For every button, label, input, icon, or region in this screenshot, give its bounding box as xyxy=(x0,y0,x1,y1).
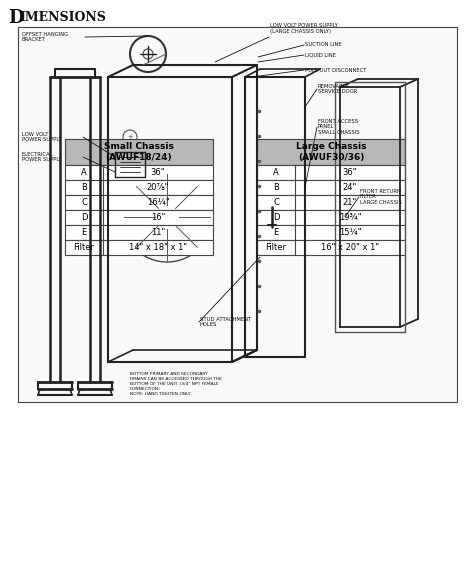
Bar xyxy=(65,180,213,195)
Text: 11": 11" xyxy=(151,228,165,237)
Text: LIQUID LINE: LIQUID LINE xyxy=(305,53,336,57)
Text: Large Chassis
(AWUF30/36): Large Chassis (AWUF30/36) xyxy=(296,142,366,162)
Text: 15¼": 15¼" xyxy=(339,228,361,237)
Text: D: D xyxy=(81,213,87,222)
Text: +: + xyxy=(127,134,133,140)
Text: ELECTRICAL
POWER SUPPLY: ELECTRICAL POWER SUPPLY xyxy=(22,151,62,162)
Text: REMOVABLE
SERVICE DOOR: REMOVABLE SERVICE DOOR xyxy=(318,83,357,94)
Bar xyxy=(257,139,405,165)
Text: LOW VOLT
POWER SUPPLY: LOW VOLT POWER SUPPLY xyxy=(22,132,62,142)
Text: Small Chassis
(AWUF18/24): Small Chassis (AWUF18/24) xyxy=(104,142,174,162)
Text: BOTTOM PRIMARY AND SECONDARY
DRAINS CAN BE ACCESSED THROUGH THE
BOTTOM OF THE UN: BOTTOM PRIMARY AND SECONDARY DRAINS CAN … xyxy=(130,372,222,396)
Text: 16" x 20" x 1": 16" x 20" x 1" xyxy=(321,243,379,252)
Bar xyxy=(257,225,405,240)
Text: 19¾": 19¾" xyxy=(339,213,361,222)
Text: 20⅞": 20⅞" xyxy=(147,183,169,192)
Text: 16¼": 16¼" xyxy=(147,198,169,207)
Text: SUCTION LINE: SUCTION LINE xyxy=(305,43,342,48)
Bar xyxy=(65,165,213,180)
Text: STUD ATTACHMENT
HOLES: STUD ATTACHMENT HOLES xyxy=(200,316,251,327)
Text: Filter: Filter xyxy=(74,243,95,252)
Bar xyxy=(257,210,405,225)
Text: D: D xyxy=(273,213,279,222)
Text: D: D xyxy=(8,9,24,27)
Text: E: E xyxy=(81,228,86,237)
Text: C: C xyxy=(273,198,279,207)
Text: 36": 36" xyxy=(343,168,357,177)
Bar xyxy=(257,165,405,180)
Text: A: A xyxy=(273,168,279,177)
Bar xyxy=(65,210,213,225)
Text: Filter: Filter xyxy=(266,243,286,252)
Bar xyxy=(65,240,213,255)
Text: E: E xyxy=(274,228,279,237)
Text: B: B xyxy=(81,183,87,192)
Bar xyxy=(257,180,405,195)
Bar xyxy=(65,139,213,165)
Text: 16": 16" xyxy=(151,213,165,222)
Bar xyxy=(257,195,405,210)
Text: C: C xyxy=(81,198,87,207)
Bar xyxy=(65,225,213,240)
Text: PULL OUT DISCONNECT: PULL OUT DISCONNECT xyxy=(305,67,367,73)
Text: 24": 24" xyxy=(343,183,357,192)
Bar xyxy=(257,240,405,255)
Text: 36": 36" xyxy=(151,168,165,177)
Text: OFFSET HANGING
BRACKET: OFFSET HANGING BRACKET xyxy=(22,32,68,43)
Text: 14" x 18" x 1": 14" x 18" x 1" xyxy=(129,243,187,252)
Text: LOW VOLT POWER SUPPLY
(LARGE CHASSIS ONLY): LOW VOLT POWER SUPPLY (LARGE CHASSIS ONL… xyxy=(270,23,338,34)
Bar xyxy=(18,27,457,402)
Text: FRONT ACCESS
PANEL
SMALL CHASSIS: FRONT ACCESS PANEL SMALL CHASSIS xyxy=(318,119,360,136)
Bar xyxy=(65,195,213,210)
Text: A: A xyxy=(81,168,87,177)
Text: B: B xyxy=(273,183,279,192)
Text: 21": 21" xyxy=(343,198,357,207)
Text: FRONT RETURN
FILTER
LARGE CHASSIS: FRONT RETURN FILTER LARGE CHASSIS xyxy=(360,189,402,205)
Text: IMENSIONS: IMENSIONS xyxy=(19,11,106,24)
